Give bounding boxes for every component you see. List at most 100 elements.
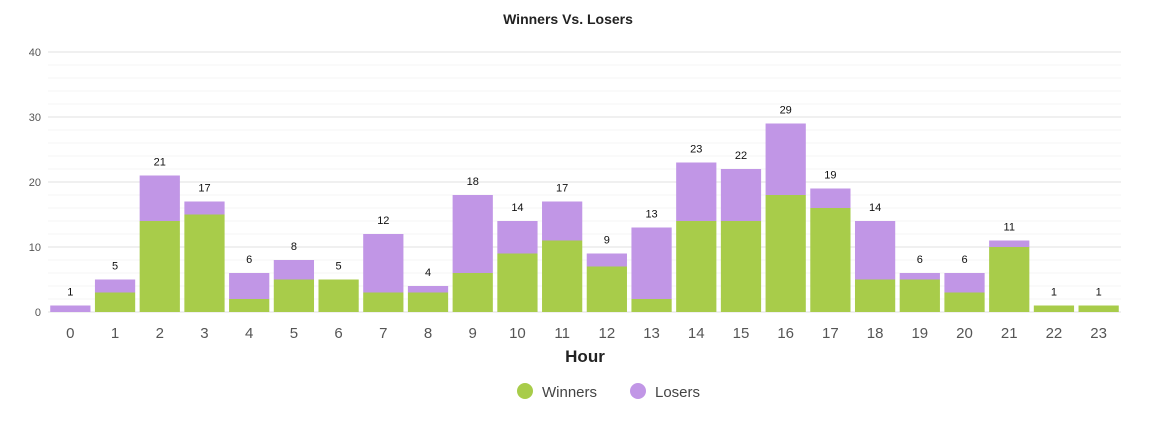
bar-winners-6[interactable]: [318, 279, 359, 313]
bar-winners-16[interactable]: [765, 195, 806, 312]
bar-losers-14[interactable]: [676, 162, 717, 222]
grid: [48, 51, 1121, 313]
data-label-15: 22: [735, 150, 747, 162]
data-label-11: 17: [556, 183, 568, 195]
data-label-9: 18: [467, 176, 479, 188]
bar-winners-15[interactable]: [720, 221, 762, 312]
bar-losers-4[interactable]: [229, 273, 270, 299]
x-tick-label-2: 2: [156, 325, 164, 342]
y-tick-label: 40: [29, 47, 41, 59]
x-tick-label-10: 10: [509, 325, 526, 342]
x-tick-label-11: 11: [554, 325, 570, 342]
data-label-17: 19: [824, 170, 836, 182]
legend-label-losers: Losers: [655, 384, 700, 401]
legend-item-winners[interactable]: Winners: [517, 383, 597, 401]
x-tick-label-5: 5: [290, 325, 298, 342]
bar-losers-10[interactable]: [497, 221, 538, 254]
bar-winners-22[interactable]: [1033, 305, 1075, 313]
x-tick-label-8: 8: [424, 325, 432, 342]
bar-losers-2[interactable]: [139, 175, 180, 222]
bar-losers-1[interactable]: [94, 279, 136, 293]
bar-winners-5[interactable]: [273, 279, 315, 313]
bar-winners-23[interactable]: [1078, 305, 1119, 313]
bar-losers-5[interactable]: [273, 260, 315, 280]
bar-winners-11[interactable]: [542, 240, 583, 313]
x-axis-ticks: 0 1 2 3 4 5 6 7 8 9 10 11 12 13 14 15 16 17 18 19 20 21 22 23: [66, 325, 1107, 342]
y-tick-label: 0: [35, 307, 41, 319]
x-axis-title: Hour: [565, 347, 605, 366]
data-label-22: 1: [1051, 287, 1057, 299]
bar-winners-1[interactable]: [94, 292, 136, 313]
x-tick-label-13: 13: [643, 325, 660, 342]
bar-winners-18[interactable]: [854, 279, 896, 313]
chart-title: Winners Vs. Losers: [503, 11, 633, 27]
x-tick-label-0: 0: [66, 325, 74, 342]
bar-losers-9[interactable]: [452, 195, 493, 273]
y-tick-label: 30: [29, 112, 41, 124]
bar-losers-8[interactable]: [407, 286, 449, 293]
bar-winners-13[interactable]: [631, 299, 672, 312]
bar-winners-17[interactable]: [810, 208, 851, 312]
data-label-14: 23: [690, 144, 702, 156]
data-label-6: 5: [336, 261, 342, 273]
bar-winners-8[interactable]: [407, 292, 449, 313]
x-tick-label-14: 14: [688, 325, 705, 342]
data-label-1: 5: [112, 261, 118, 273]
bar-losers-19[interactable]: [899, 273, 940, 280]
bar-winners-14[interactable]: [676, 221, 717, 312]
data-label-20: 6: [961, 254, 967, 266]
bar-losers-13[interactable]: [631, 227, 672, 300]
bar-winners-3[interactable]: [184, 214, 225, 313]
data-label-19: 6: [917, 254, 923, 266]
y-tick-label: 10: [29, 242, 41, 254]
x-tick-label-19: 19: [911, 325, 928, 342]
bars[interactable]: [50, 123, 1119, 313]
bar-losers-3[interactable]: [184, 201, 225, 215]
x-tick-label-18: 18: [867, 325, 884, 342]
bar-losers-17[interactable]: [810, 188, 851, 209]
x-tick-label-3: 3: [200, 325, 208, 342]
bar-losers-21[interactable]: [989, 240, 1030, 248]
bar-losers-11[interactable]: [542, 201, 583, 241]
bar-winners-7[interactable]: [363, 292, 404, 313]
data-label-18: 14: [869, 202, 881, 214]
bar-winners-19[interactable]: [899, 279, 940, 313]
bar-losers-0[interactable]: [50, 305, 91, 313]
x-tick-label-1: 1: [111, 325, 119, 342]
bar-winners-4[interactable]: [229, 299, 270, 312]
bar-losers-12[interactable]: [586, 253, 627, 267]
data-label-8: 4: [425, 267, 431, 279]
legend-swatch-winners: [517, 383, 533, 399]
bar-winners-2[interactable]: [139, 221, 180, 312]
y-tick-label: 20: [29, 177, 41, 189]
x-tick-label-7: 7: [379, 325, 387, 342]
bar-losers-18[interactable]: [854, 221, 896, 280]
bar-losers-20[interactable]: [944, 273, 985, 293]
bar-winners-10[interactable]: [497, 253, 538, 313]
data-label-0: 1: [67, 287, 73, 299]
legend-label-winners: Winners: [542, 384, 597, 401]
legend-swatch-losers: [630, 383, 646, 399]
legend[interactable]: Winners Losers: [517, 383, 700, 401]
data-label-2: 21: [154, 157, 166, 169]
bar-winners-12[interactable]: [586, 266, 627, 313]
legend-item-losers[interactable]: Losers: [630, 383, 700, 401]
data-label-5: 8: [291, 241, 297, 253]
y-axis-ticks: 0 10 20 30 40: [29, 47, 41, 319]
data-label-16: 29: [780, 105, 792, 117]
bar-losers-16[interactable]: [765, 123, 806, 196]
bar-winners-21[interactable]: [989, 247, 1030, 312]
x-tick-label-22: 22: [1046, 325, 1063, 342]
x-tick-label-21: 21: [1001, 325, 1018, 342]
data-label-7: 12: [377, 215, 389, 227]
bar-winners-9[interactable]: [452, 273, 493, 312]
data-label-23: 1: [1096, 287, 1102, 299]
bar-losers-7[interactable]: [363, 234, 404, 293]
bar-winners-20[interactable]: [944, 292, 985, 313]
bar-losers-15[interactable]: [720, 169, 762, 221]
x-tick-label-16: 16: [777, 325, 794, 342]
x-tick-label-12: 12: [599, 325, 616, 342]
